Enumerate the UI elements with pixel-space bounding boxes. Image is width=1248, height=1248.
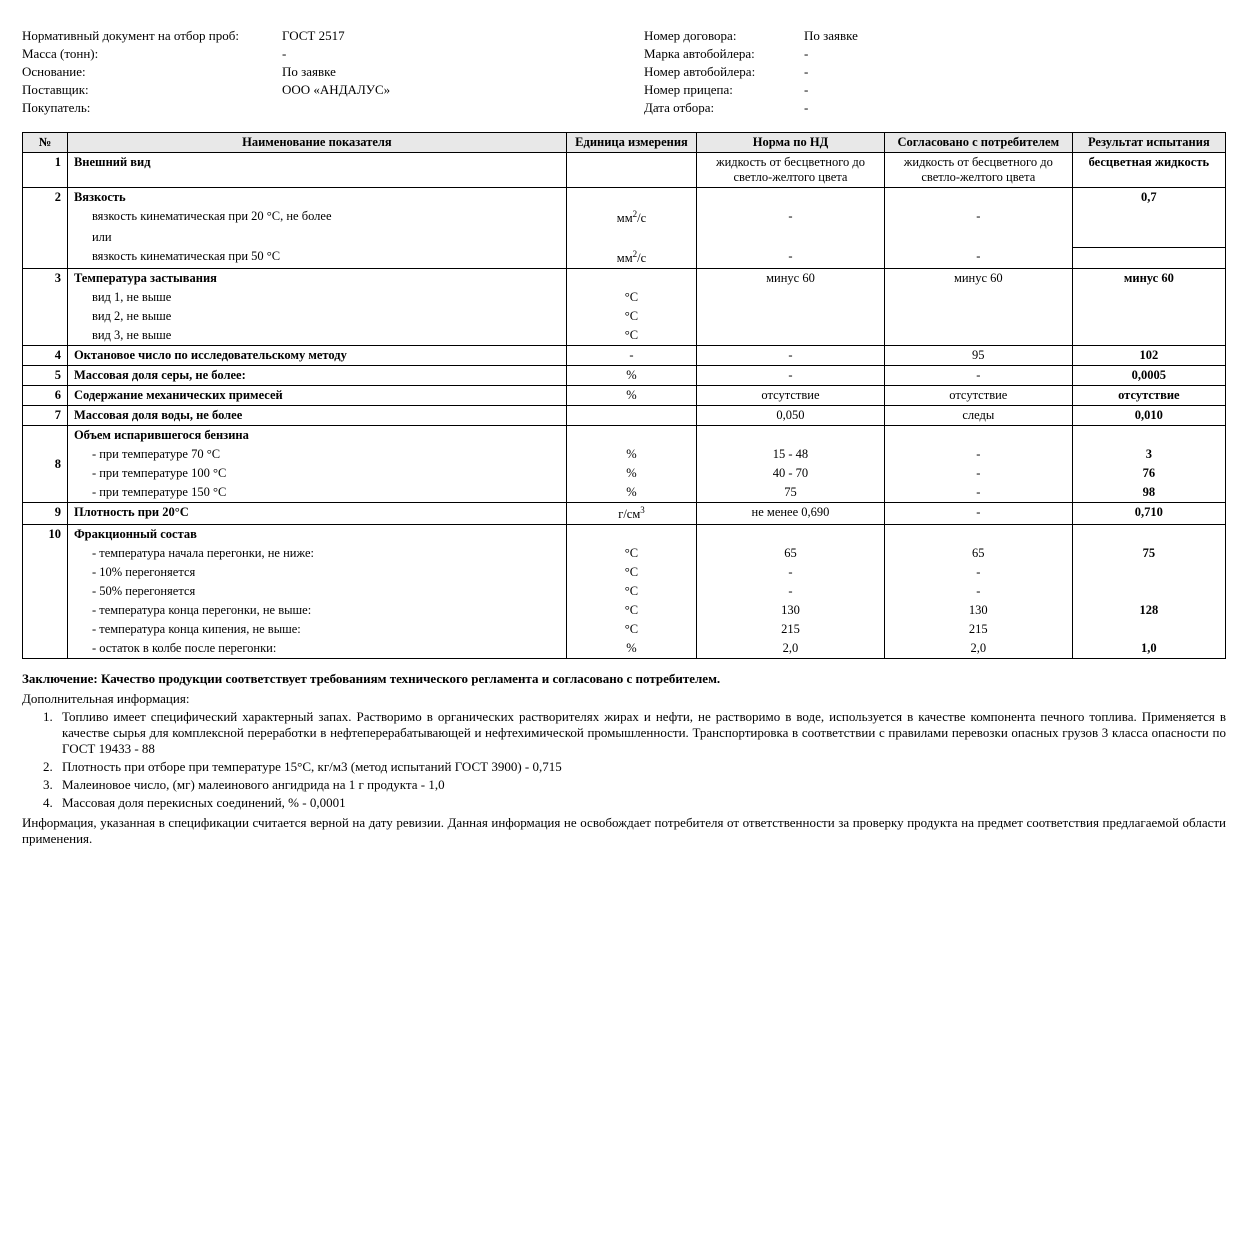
col-name: Наименование показателя <box>67 133 566 153</box>
table-row: - остаток в колбе после перегонки: % 2,0… <box>23 639 1226 659</box>
table-row: 4 Октановое число по исследовательскому … <box>23 346 1226 366</box>
note-item: Плотность при отборе при температуре 15°… <box>56 759 1226 775</box>
footer-note: Информация, указанная в спецификации счи… <box>22 815 1226 847</box>
table-row: 7 Массовая доля воды, не более 0,050 сле… <box>23 406 1226 426</box>
header-label: Номер автобойлера: <box>644 64 804 80</box>
header-block: Нормативный документ на отбор проб:ГОСТ … <box>22 28 1226 118</box>
header-label: Основание: <box>22 64 282 80</box>
note-item: Массовая доля перекисных соединений, % -… <box>56 795 1226 811</box>
header-value: - <box>804 82 1226 98</box>
table-row: - температура конца кипения, не выше: °С… <box>23 620 1226 639</box>
header-value: По заявке <box>282 64 604 80</box>
header-label: Дата отбора: <box>644 100 804 116</box>
table-row: 10 Фракционный состав <box>23 525 1226 545</box>
table-row: - 10% перегоняется °С - - <box>23 563 1226 582</box>
table-row: - при температуре 70 °С % 15 - 48 - 3 <box>23 445 1226 464</box>
header-label: Номер договора: <box>644 28 804 44</box>
header-left: Нормативный документ на отбор проб:ГОСТ … <box>22 28 604 118</box>
col-norm: Норма по НД <box>697 133 885 153</box>
notes-list: Топливо имеет специфический характерный … <box>22 709 1226 811</box>
table-row: вязкость кинематическая при 20 °С, не бо… <box>23 207 1226 228</box>
table-row: 5 Массовая доля серы, не более: % - - 0,… <box>23 366 1226 386</box>
header-right: Номер договора:По заявкеМарка автобойлер… <box>644 28 1226 118</box>
col-agreed: Согласовано с потребителем <box>884 133 1072 153</box>
note-item: Малеиновое число, (мг) малеинового ангид… <box>56 777 1226 793</box>
table-row: 1 Внешний вид жидкость от бесцветного до… <box>23 153 1226 188</box>
table-row: 2 Вязкость 0,7 <box>23 188 1226 208</box>
additional-info-title: Дополнительная информация: <box>22 691 1226 707</box>
table-row: - 50% перегоняется °С - - <box>23 582 1226 601</box>
table-row: - при температуре 150 °С % 75 - 98 <box>23 483 1226 503</box>
header-value: - <box>282 46 604 62</box>
header-label: Нормативный документ на отбор проб: <box>22 28 282 44</box>
table-row: 8 Объем испарившегося бензина <box>23 426 1226 446</box>
header-value: ГОСТ 2517 <box>282 28 604 44</box>
header-label: Поставщик: <box>22 82 282 98</box>
table-row: 6 Содержание механических примесей % отс… <box>23 386 1226 406</box>
col-result: Результат испытания <box>1072 133 1225 153</box>
col-num: № <box>23 133 68 153</box>
col-unit: Единица измерения <box>566 133 696 153</box>
table-row: вязкость кинематическая при 50 °С мм2/с … <box>23 247 1226 269</box>
header-value: - <box>804 100 1226 116</box>
table-row: - температура начала перегонки, не ниже:… <box>23 544 1226 563</box>
header-value: - <box>804 64 1226 80</box>
table-row: или <box>23 228 1226 247</box>
header-value <box>282 100 604 116</box>
header-label: Марка автобойлера: <box>644 46 804 62</box>
table-row: - температура конца перегонки, не выше: … <box>23 601 1226 620</box>
conclusion: Заключение: Качество продукции соответст… <box>22 671 1226 687</box>
header-value: По заявке <box>804 28 1226 44</box>
table-row: - при температуре 100 °С % 40 - 70 - 76 <box>23 464 1226 483</box>
header-value: - <box>804 46 1226 62</box>
spec-table: № Наименование показателя Единица измере… <box>22 132 1226 659</box>
table-row: 3 Температура застывания минус 60 минус … <box>23 269 1226 289</box>
table-row: 9 Плотность при 20°С г/см3 не менее 0,69… <box>23 503 1226 525</box>
header-label: Масса (тонн): <box>22 46 282 62</box>
header-label: Покупатель: <box>22 100 282 116</box>
header-label: Номер прицепа: <box>644 82 804 98</box>
note-item: Топливо имеет специфический характерный … <box>56 709 1226 757</box>
header-value: ООО «АНДАЛУС» <box>282 82 604 98</box>
